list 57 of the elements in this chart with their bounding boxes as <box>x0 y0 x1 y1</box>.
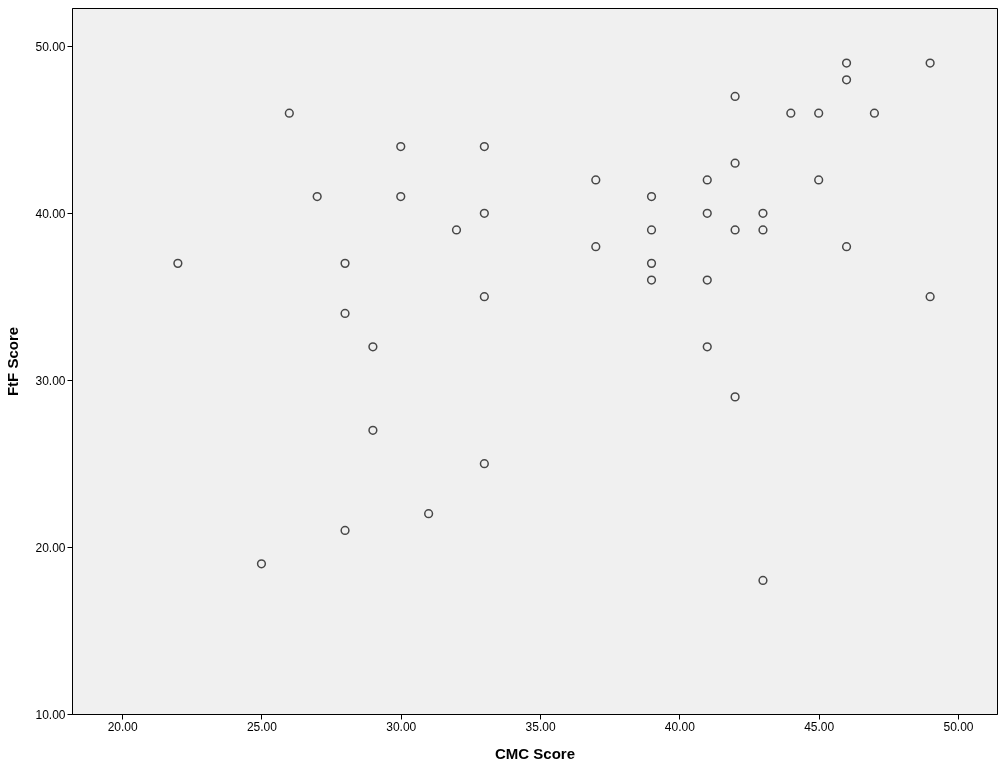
point <box>925 58 935 68</box>
x-tick-label: 30.00 <box>386 719 417 734</box>
point <box>841 75 852 85</box>
y-tick-label: 20.00 <box>35 540 66 555</box>
point <box>479 141 489 152</box>
point <box>368 425 378 435</box>
point <box>312 191 322 202</box>
point <box>646 225 657 235</box>
point <box>284 108 294 118</box>
point <box>758 225 768 235</box>
x-tick-label: 25.00 <box>246 719 278 734</box>
point <box>396 191 406 202</box>
y-tick-label: 50.00 <box>35 39 66 54</box>
point <box>340 308 350 319</box>
point <box>814 108 824 118</box>
point <box>702 208 712 218</box>
x-axis-title: CMC Score <box>494 744 576 762</box>
point <box>730 158 740 168</box>
y-tick-label: 40.00 <box>35 206 66 221</box>
point <box>730 225 740 235</box>
point <box>591 175 601 185</box>
point <box>730 392 740 402</box>
point <box>646 275 657 285</box>
point <box>340 258 350 268</box>
point <box>758 208 768 218</box>
y-axis-title: FtF Score <box>4 326 22 397</box>
x-tick-label: 45.00 <box>804 719 835 734</box>
x-tick-label: 50.00 <box>943 719 974 734</box>
point <box>702 342 712 352</box>
point <box>814 175 824 185</box>
point <box>396 141 406 152</box>
point <box>841 242 852 252</box>
point <box>340 525 350 536</box>
x-tick-label: 35.00 <box>525 719 556 734</box>
point <box>925 292 935 302</box>
point <box>479 208 489 218</box>
point <box>256 559 267 569</box>
y-tick-label: 10.00 <box>35 707 66 722</box>
point <box>451 225 462 235</box>
x-tick-label: 40.00 <box>664 719 696 734</box>
point <box>173 258 183 268</box>
x-tick-label: 20.00 <box>107 719 138 734</box>
point <box>646 258 657 268</box>
point <box>786 108 796 118</box>
point <box>730 91 740 102</box>
point <box>869 108 880 118</box>
point <box>368 342 378 352</box>
point <box>479 459 489 469</box>
point <box>841 58 852 68</box>
point <box>646 191 657 202</box>
point <box>424 509 434 519</box>
y-tick-label: 30.00 <box>35 373 66 388</box>
point <box>702 275 712 285</box>
point <box>479 292 489 302</box>
point <box>591 242 601 252</box>
point <box>702 175 712 185</box>
point <box>758 575 768 586</box>
